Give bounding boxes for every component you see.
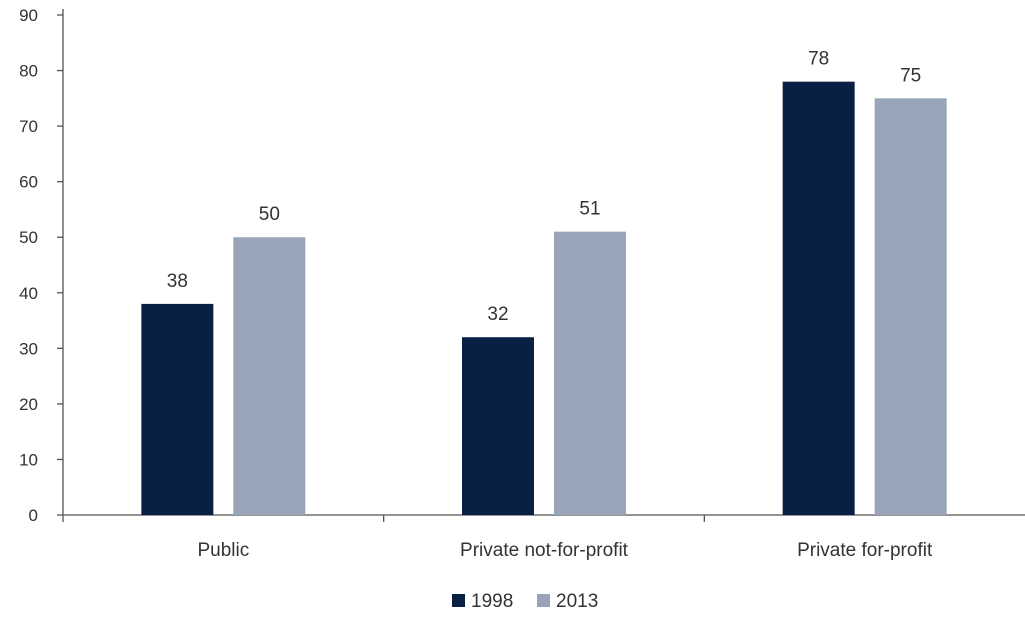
y-tick-label: 70 (19, 117, 38, 136)
bar-2013-0 (233, 237, 306, 515)
y-tick-label: 20 (19, 395, 38, 414)
data-labels: 38 50 32 51 78 75 (167, 49, 921, 326)
y-tick-label: 50 (19, 228, 38, 247)
legend: 1998 2013 (452, 591, 598, 612)
data-label-1998-1: 32 (487, 304, 508, 325)
y-tick-label: 30 (19, 339, 38, 358)
y-tick-label: 10 (19, 450, 38, 469)
bar-1998-2 (782, 81, 855, 516)
x-category-label: Private for-profit (797, 540, 933, 561)
legend-swatch-2013 (537, 594, 550, 607)
y-tick-label: 90 (19, 6, 38, 25)
bars (141, 81, 947, 516)
bar-1998-0 (141, 303, 214, 515)
y-axis: 0 10 20 30 40 50 60 70 80 90 (19, 6, 64, 525)
data-label-2013-0: 50 (259, 204, 280, 225)
y-tick-label: 60 (19, 173, 38, 192)
data-label-2013-1: 51 (579, 199, 600, 220)
legend-swatch-1998 (452, 594, 465, 607)
data-label-2013-2: 75 (900, 65, 921, 86)
y-tick-label: 0 (29, 506, 38, 525)
data-label-1998-0: 38 (167, 271, 188, 292)
y-tick-label: 40 (19, 284, 38, 303)
bar-2013-1 (554, 231, 626, 515)
bar-1998-1 (462, 337, 534, 515)
legend-label-2013: 2013 (556, 591, 598, 612)
data-label-1998-2: 78 (808, 49, 829, 70)
x-category-label: Private not-for-profit (460, 540, 629, 561)
bar-2013-2 (874, 98, 947, 515)
x-category-label: Public (197, 540, 249, 561)
x-axis: Public Private not-for-profit Private for-… (62, 514, 1025, 561)
y-tick-label: 80 (19, 62, 38, 81)
legend-label-1998: 1998 (471, 591, 513, 612)
